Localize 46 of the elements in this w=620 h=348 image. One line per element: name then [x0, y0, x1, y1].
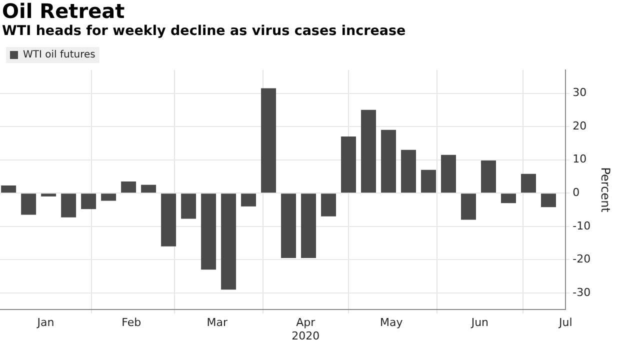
bar	[261, 88, 276, 193]
y-tick-label: 30	[572, 86, 587, 100]
bar	[141, 184, 156, 193]
bar	[161, 194, 176, 246]
y-tick-label: 20	[572, 119, 587, 132]
bar	[121, 181, 136, 193]
bar	[461, 194, 476, 220]
legend-label: WTI oil futures	[23, 50, 96, 61]
bar	[181, 194, 196, 219]
y-tick-label: 10	[572, 152, 587, 166]
bar	[361, 110, 376, 193]
x-tick-label: Feb	[122, 316, 142, 330]
x-tick-label: Jun	[470, 316, 489, 330]
bar	[341, 136, 356, 193]
bar	[81, 194, 96, 210]
bar	[201, 194, 216, 270]
bar	[301, 194, 316, 258]
x-tick-label: Jul	[558, 316, 572, 330]
y-tick-label: -30	[572, 286, 591, 299]
bar	[481, 160, 496, 193]
bar	[441, 154, 456, 193]
bar	[501, 194, 516, 204]
bar	[101, 194, 116, 201]
chart-title: Oil Retreat	[1, 0, 126, 23]
bar	[221, 194, 236, 290]
y-tick-label: -10	[572, 219, 591, 232]
bar	[61, 194, 76, 218]
bar	[401, 150, 416, 193]
bar	[1, 185, 16, 193]
y-tick-label: -20	[572, 252, 591, 266]
bar	[21, 194, 36, 215]
x-tick-label: Jan	[36, 316, 54, 330]
bar	[321, 194, 336, 216]
x-tick-label: Mar	[206, 316, 228, 330]
bar	[540, 194, 556, 208]
x-tick-label: Apr 2020	[292, 316, 320, 342]
bar	[41, 194, 56, 196]
bar	[520, 174, 536, 193]
bar	[421, 170, 436, 193]
bar	[381, 130, 396, 193]
bar	[281, 194, 296, 258]
y-axis-title: Percent	[598, 167, 613, 213]
y-tick-label: 0	[572, 186, 580, 199]
x-tick-label: May	[380, 316, 404, 330]
chart-subtitle: WTI heads for weekly decline as virus cases increase	[1, 22, 407, 40]
bar	[241, 194, 256, 206]
